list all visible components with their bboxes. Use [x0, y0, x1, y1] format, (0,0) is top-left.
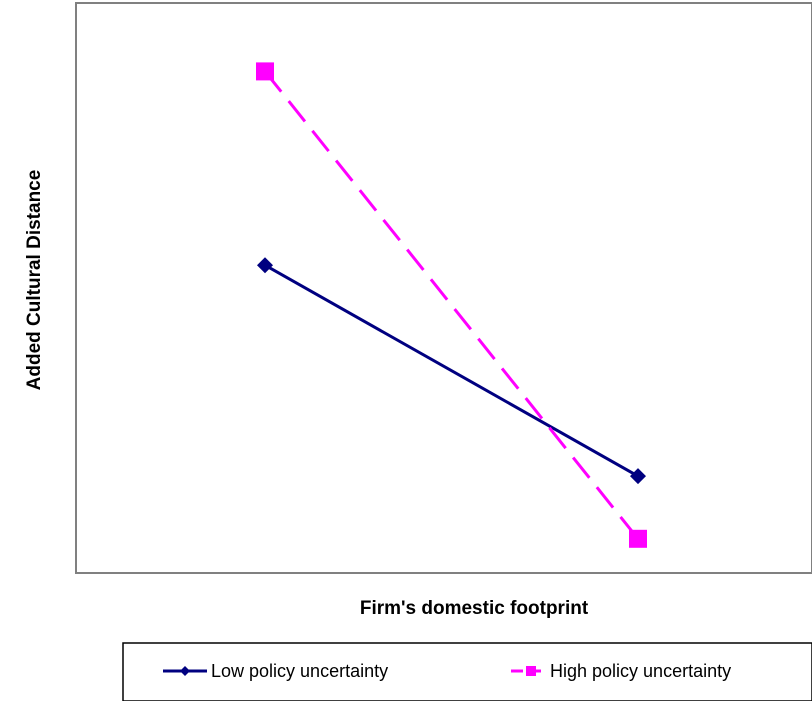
series-layer	[256, 62, 647, 548]
series-line-low-policy-uncertainty	[264, 263, 639, 478]
legend-marker-low-policy-uncertainty	[180, 666, 190, 676]
data-point-high-policy-uncertainty-2	[629, 529, 647, 548]
data-point-high-policy-uncertainty-1	[256, 62, 274, 81]
y-axis-title: Added Cultural Distance	[24, 170, 45, 391]
legend-marker-high-policy-uncertainty	[526, 666, 536, 676]
legend-label-low-policy-uncertainty: Low policy uncertainty	[211, 661, 388, 681]
legend-box	[122, 642, 812, 701]
series-line-high-policy-uncertainty	[263, 70, 640, 540]
plot-area	[75, 2, 812, 574]
data-point-low-policy-uncertainty-1	[257, 257, 273, 274]
x-axis-title: Firm's domestic footprint	[360, 598, 589, 619]
legend-label-high-policy-uncertainty: High policy uncertainty	[550, 661, 731, 681]
legend: Low policy uncertainty High policy uncert…	[163, 661, 731, 681]
data-point-low-policy-uncertainty-2	[630, 468, 646, 485]
